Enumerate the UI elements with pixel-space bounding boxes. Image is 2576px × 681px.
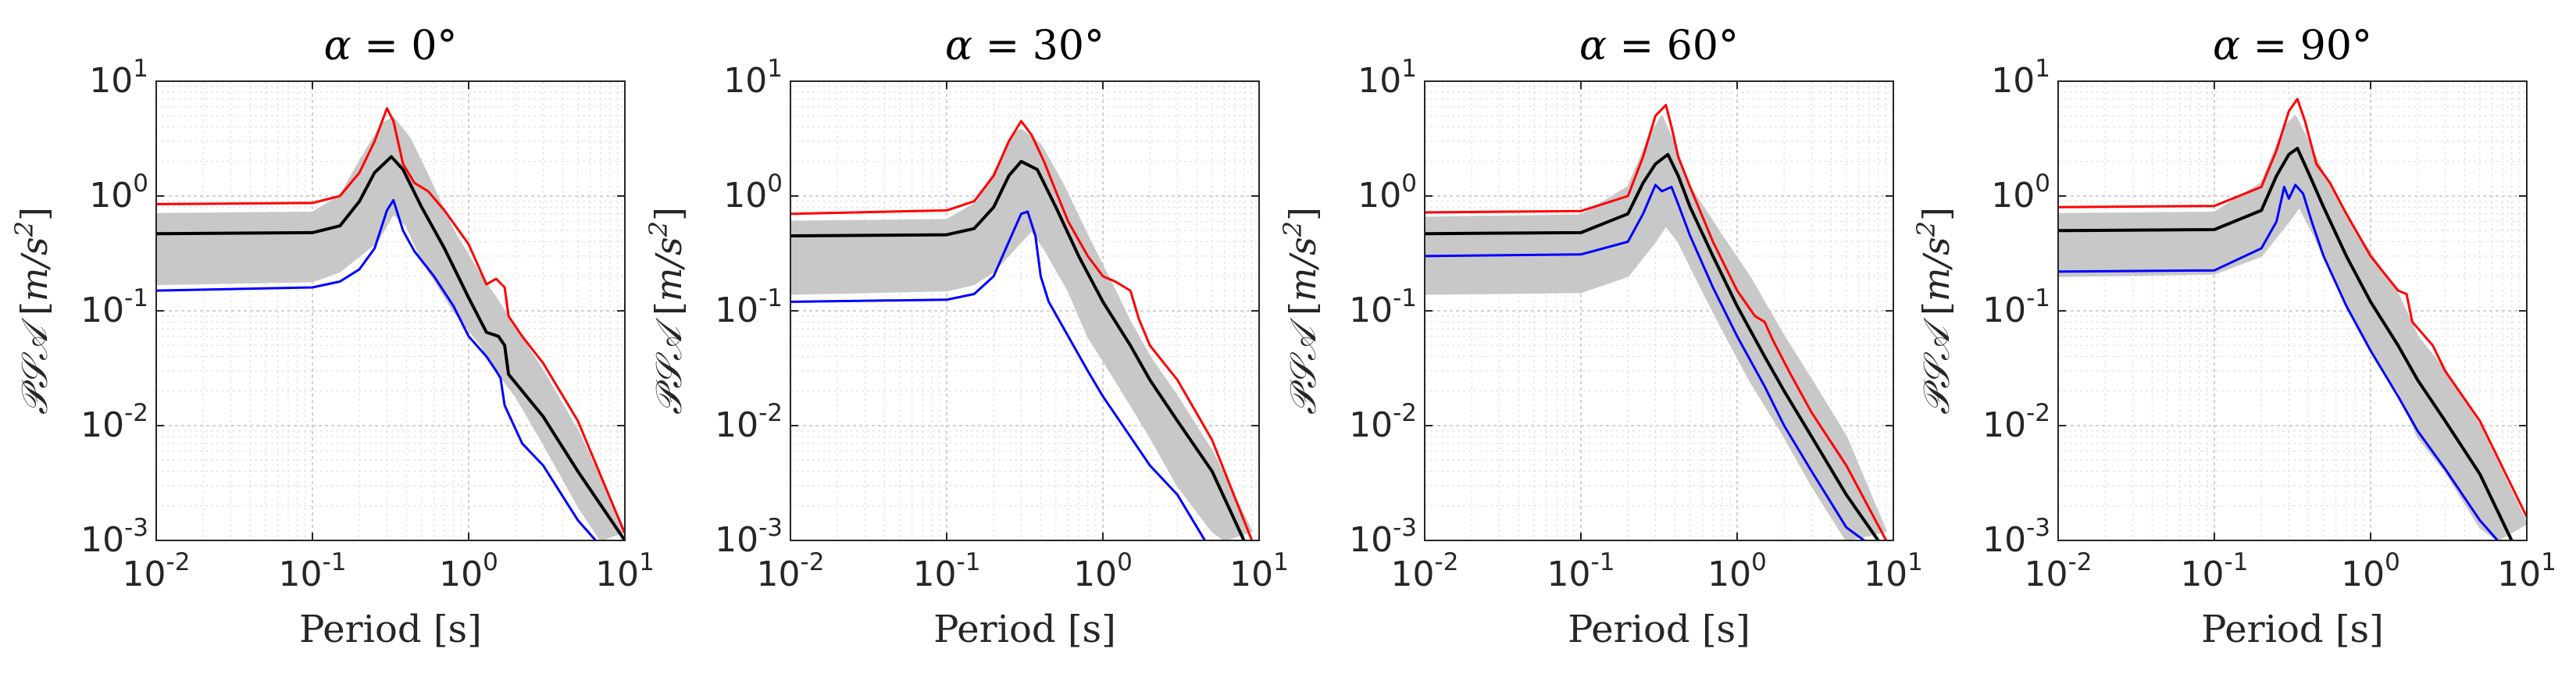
y-tick-label: 101 — [1991, 55, 2050, 101]
y-tick-label: 100 — [1991, 169, 2050, 216]
y-tick-label: 10-2 — [715, 399, 783, 445]
x-tick-label: 101 — [595, 548, 655, 594]
chart-title: α = 60° — [1579, 23, 1739, 70]
mean-line — [156, 155, 625, 540]
y-tick-label: 10-1 — [1982, 284, 2050, 330]
y-tick-label: 10-3 — [80, 514, 148, 560]
axes — [1424, 80, 1894, 541]
x-tick-label: 10-1 — [913, 548, 981, 594]
y-tick-label: 10-2 — [1349, 399, 1417, 445]
max-line — [156, 107, 625, 535]
max-line — [2058, 98, 2527, 519]
x-tick-label: 10-2 — [2025, 548, 2093, 594]
min-line — [156, 198, 598, 540]
y-tick-label: 10-3 — [1982, 514, 2050, 560]
x-axis-label: Period [s] — [2201, 608, 2384, 651]
y-axis-label: 𝒫𝒮𝒜 [m/s2] — [1911, 207, 1957, 415]
x-tick-label: 100 — [1707, 548, 1767, 594]
axes — [155, 80, 626, 541]
data-layer — [790, 119, 1254, 540]
x-tick-label: 101 — [2497, 548, 2556, 594]
y-tick-label: 100 — [89, 169, 148, 216]
chart-title: α = 30° — [945, 23, 1104, 70]
max-line — [790, 119, 1254, 540]
x-tick-label: 10-2 — [1391, 548, 1459, 594]
max-line — [1425, 104, 1888, 540]
chart-title: α = 0° — [324, 23, 458, 70]
data-layer — [1425, 104, 1888, 540]
y-axis-label: 𝒫𝒮𝒜 [m/s2] — [9, 207, 55, 415]
y-tick-label: 10-1 — [80, 284, 148, 330]
y-tick-label: 10-2 — [80, 399, 148, 445]
x-tick-label: 100 — [439, 548, 498, 594]
records-envelope — [1425, 115, 1887, 540]
mean-line — [2058, 147, 2514, 540]
y-tick-label: 101 — [723, 55, 783, 101]
y-tick-label: 10-3 — [715, 514, 783, 560]
min-line — [1425, 184, 1866, 540]
x-tick-label: 100 — [1073, 548, 1133, 594]
axes — [2057, 80, 2528, 541]
x-tick-label: 101 — [1864, 548, 1923, 594]
y-axis-label: 𝒫𝒮𝒜 [m/s2] — [1278, 207, 1324, 415]
chart-title: α = 90° — [2213, 23, 2372, 70]
x-tick-label: 101 — [1229, 548, 1289, 594]
y-tick-label: 10-2 — [1982, 399, 2050, 445]
data-layer — [156, 107, 625, 540]
y-tick-label: 101 — [89, 55, 148, 101]
y-tick-label: 101 — [1358, 55, 1417, 101]
x-tick-label: 10-1 — [1547, 548, 1615, 594]
x-tick-label: 10-2 — [757, 548, 825, 594]
x-axis-label: Period [s] — [1568, 608, 1750, 651]
y-tick-label: 10-1 — [1349, 284, 1417, 330]
y-tick-label: 100 — [723, 169, 783, 216]
y-tick-label: 100 — [1358, 169, 1417, 216]
min-line — [2058, 184, 2499, 540]
min-line — [790, 210, 1207, 540]
records-envelope — [790, 128, 1253, 540]
x-axis-label: Period [s] — [299, 608, 482, 651]
y-axis-label: 𝒫𝒮𝒜 [m/s2] — [644, 207, 690, 415]
x-axis-label: Period [s] — [933, 608, 1116, 651]
axes — [790, 80, 1260, 541]
x-tick-label: 100 — [2341, 548, 2400, 594]
x-tick-label: 10-2 — [123, 548, 191, 594]
y-tick-label: 10-3 — [1349, 514, 1417, 560]
y-tick-label: 10-1 — [715, 284, 783, 330]
data-layer — [2058, 98, 2527, 540]
x-tick-label: 10-1 — [279, 548, 347, 594]
records-envelope — [2058, 115, 2527, 540]
mean-line — [790, 159, 1246, 540]
x-tick-label: 10-1 — [2181, 548, 2249, 594]
mean-line — [1425, 152, 1880, 540]
